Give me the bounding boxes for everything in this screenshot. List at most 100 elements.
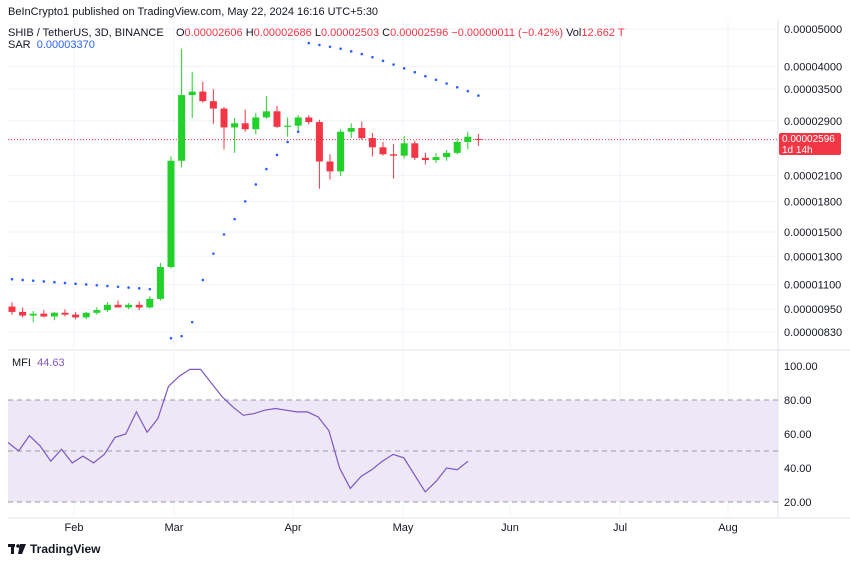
candle[interactable] <box>125 303 133 310</box>
candle[interactable] <box>135 301 143 311</box>
sar-dot <box>413 70 417 74</box>
candle[interactable] <box>209 89 217 124</box>
candle[interactable] <box>262 96 270 119</box>
candle[interactable] <box>284 117 292 137</box>
candle[interactable] <box>167 156 175 269</box>
candle-body <box>209 101 217 109</box>
candle-body <box>178 95 186 161</box>
candle-body <box>61 312 69 315</box>
last-price-tag: 0.00002596 1d 14h <box>779 133 841 156</box>
candle[interactable] <box>453 138 461 155</box>
candle-body <box>326 161 334 172</box>
candle-body <box>443 152 451 158</box>
sar-dot <box>286 140 289 144</box>
sar-dot <box>265 167 268 171</box>
candle-body <box>188 91 196 96</box>
mfi-tick-label: 80.00 <box>784 395 812 407</box>
candle-body <box>294 117 302 126</box>
candle-body <box>19 311 27 316</box>
candle[interactable] <box>464 131 472 150</box>
low-label: L <box>314 27 321 39</box>
candle[interactable] <box>411 140 419 161</box>
sar-dot <box>233 217 236 221</box>
tradingview-brand[interactable]: TradingView <box>8 542 100 556</box>
price-tick-label: 0.00002900 <box>784 116 842 128</box>
sar-dot <box>53 280 56 284</box>
mfi-tick-label: 20.00 <box>784 497 812 509</box>
candle[interactable] <box>61 309 69 317</box>
candle-body <box>72 314 80 318</box>
candle[interactable] <box>315 119 323 189</box>
candle[interactable] <box>146 296 154 309</box>
candle[interactable] <box>347 123 355 139</box>
brand-name: TradingView <box>30 542 101 556</box>
candle[interactable] <box>400 136 408 159</box>
time-tick-label: May <box>393 522 414 534</box>
candle[interactable] <box>474 133 482 146</box>
mfi-legend[interactable]: MFI 44.63 <box>12 357 65 369</box>
candle-body <box>29 313 37 316</box>
candle[interactable] <box>72 311 80 320</box>
candle[interactable] <box>156 262 164 301</box>
price-tick-label: 0.00002100 <box>784 170 842 182</box>
price-tick-label: 0.00001500 <box>784 227 842 239</box>
candle-body <box>284 125 292 127</box>
price-tick-label: 0.00005000 <box>784 24 842 36</box>
candle[interactable] <box>443 150 451 161</box>
candle-body <box>368 138 376 148</box>
candle[interactable] <box>294 115 302 132</box>
candle-body <box>156 267 164 299</box>
sar-dot <box>307 41 311 45</box>
sar-dot <box>275 153 279 157</box>
sar-dot <box>31 279 35 282</box>
price-tick-label: 0.00000950 <box>784 304 842 316</box>
candle[interactable] <box>82 311 90 320</box>
candle-body <box>93 310 101 313</box>
sar-dot <box>74 282 77 286</box>
candle[interactable] <box>252 112 260 135</box>
sar-dot <box>360 52 364 56</box>
candle[interactable] <box>390 143 398 179</box>
symbol-name[interactable]: SHIB / TetherUS, 3D, BINANCE <box>8 27 164 39</box>
low-value: 0.00002503 <box>320 27 380 39</box>
price-tick-label: 0.00004000 <box>784 62 842 74</box>
candle-body <box>347 128 355 132</box>
candle[interactable] <box>8 302 16 315</box>
candle[interactable] <box>305 115 313 125</box>
candle[interactable] <box>93 307 101 315</box>
candle[interactable] <box>19 307 27 318</box>
candle[interactable] <box>40 310 48 318</box>
candle[interactable] <box>188 71 196 119</box>
candle[interactable] <box>50 311 58 321</box>
candle-body <box>453 141 461 153</box>
candle[interactable] <box>103 302 111 312</box>
candle[interactable] <box>326 154 334 180</box>
candle[interactable] <box>432 152 440 163</box>
candle-body <box>474 138 482 140</box>
candle-body <box>241 123 249 130</box>
candle[interactable] <box>273 105 281 129</box>
candle[interactable] <box>114 300 122 308</box>
candle[interactable] <box>358 121 366 140</box>
candle[interactable] <box>241 109 249 132</box>
candle-body <box>400 143 408 156</box>
mfi-line[interactable] <box>7 368 469 493</box>
countdown: 1d 14h <box>782 145 813 156</box>
candle[interactable] <box>199 81 207 103</box>
candle[interactable] <box>29 311 37 323</box>
candle-body <box>40 313 48 317</box>
candle-body <box>337 131 345 172</box>
candle[interactable] <box>379 141 387 156</box>
candle[interactable] <box>421 152 429 165</box>
price-tick-label: 0.00001300 <box>784 251 842 263</box>
sar-dot <box>371 55 374 59</box>
candle[interactable] <box>368 132 376 157</box>
candle[interactable] <box>231 118 239 153</box>
candle[interactable] <box>178 48 186 168</box>
sar-legend[interactable]: SAR 0.00003370 <box>8 39 95 51</box>
candle[interactable] <box>337 129 345 177</box>
candle-body <box>103 304 111 311</box>
candle[interactable] <box>220 106 228 150</box>
mfi-value: 44.63 <box>37 357 65 369</box>
